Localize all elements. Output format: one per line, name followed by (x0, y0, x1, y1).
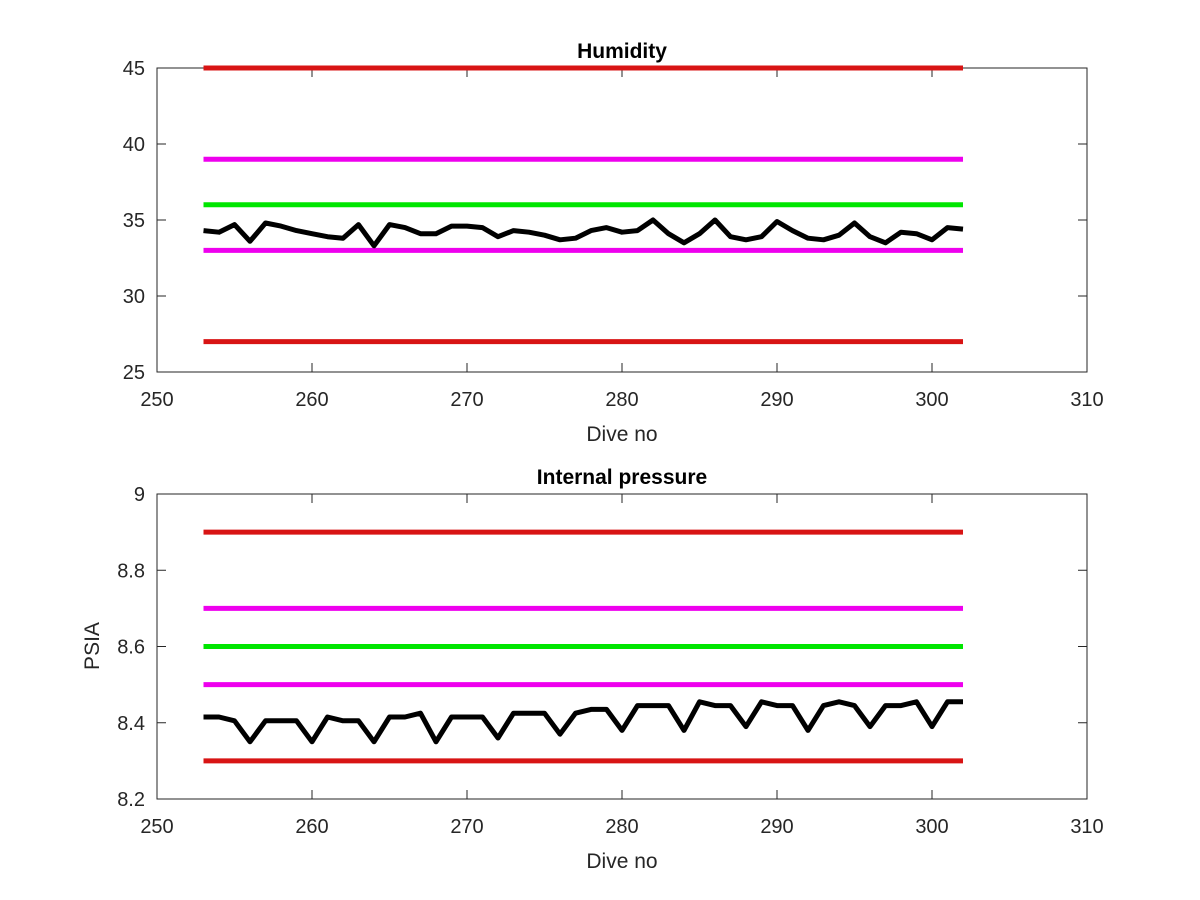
humidity-x-tick-label: 280 (605, 389, 638, 411)
pressure-x-tick-label: 270 (450, 816, 483, 838)
pressure-x-tick-label: 300 (915, 816, 948, 838)
pressure-x-tick-label: 260 (295, 816, 328, 838)
humidity-y-tick-label: 30 (123, 286, 145, 308)
humidity-chart-title: Humidity (577, 40, 667, 63)
humidity-axes: 250 260 270 280 290 300 310 25 30 35 40 45 Humidity… (123, 40, 1104, 446)
pressure-x-tick-label: 280 (605, 816, 638, 838)
humidity-measured-line (203, 217, 964, 249)
humidity-x-axis-label: Dive no (586, 423, 657, 446)
humidity-y-tick-label: 45 (123, 58, 145, 80)
pressure-y-axis-label: PSIA (81, 622, 104, 670)
humidity-tick-labels: 250 260 270 280 290 300 310 25 30 35 40 45 (123, 58, 1104, 411)
pressure-chart-title: Internal pressure (537, 466, 707, 489)
pressure-y-tick-label: 9 (134, 484, 145, 506)
humidity-x-tick-label: 300 (915, 389, 948, 411)
humidity-x-tick-label: 250 (140, 389, 173, 411)
pressure-y-tick-label: 8.6 (117, 637, 145, 659)
humidity-x-tick-label: 270 (450, 389, 483, 411)
humidity-plot-area (156, 67, 1088, 373)
pressure-axes: 250 260 270 280 290 300 310 8.2 8.4 8.6 8.8 9 Inter… (81, 466, 1104, 873)
humidity-x-tick-label: 290 (760, 389, 793, 411)
pressure-y-tick-label: 8.4 (117, 713, 145, 735)
pressure-x-tick-label: 310 (1070, 816, 1103, 838)
pressure-axis-ticks (156, 493, 1088, 800)
humidity-x-tick-label: 260 (295, 389, 328, 411)
pressure-series (203, 529, 963, 764)
pressure-tick-labels: 250 260 270 280 290 300 310 8.2 8.4 8.6 8.8 9 (117, 484, 1104, 838)
pressure-x-tick-label: 290 (760, 816, 793, 838)
pressure-y-tick-label: 8.8 (117, 560, 145, 582)
humidity-y-tick-label: 40 (123, 134, 145, 156)
humidity-y-tick-label: 25 (123, 362, 145, 384)
pressure-x-tick-label: 250 (140, 816, 173, 838)
humidity-y-tick-label: 35 (123, 210, 145, 232)
pressure-y-tick-label: 8.2 (117, 789, 145, 811)
pressure-measured-line (203, 699, 963, 745)
pressure-x-axis-label: Dive no (586, 850, 657, 873)
humidity-series (203, 65, 964, 345)
humidity-x-tick-label: 310 (1070, 389, 1103, 411)
